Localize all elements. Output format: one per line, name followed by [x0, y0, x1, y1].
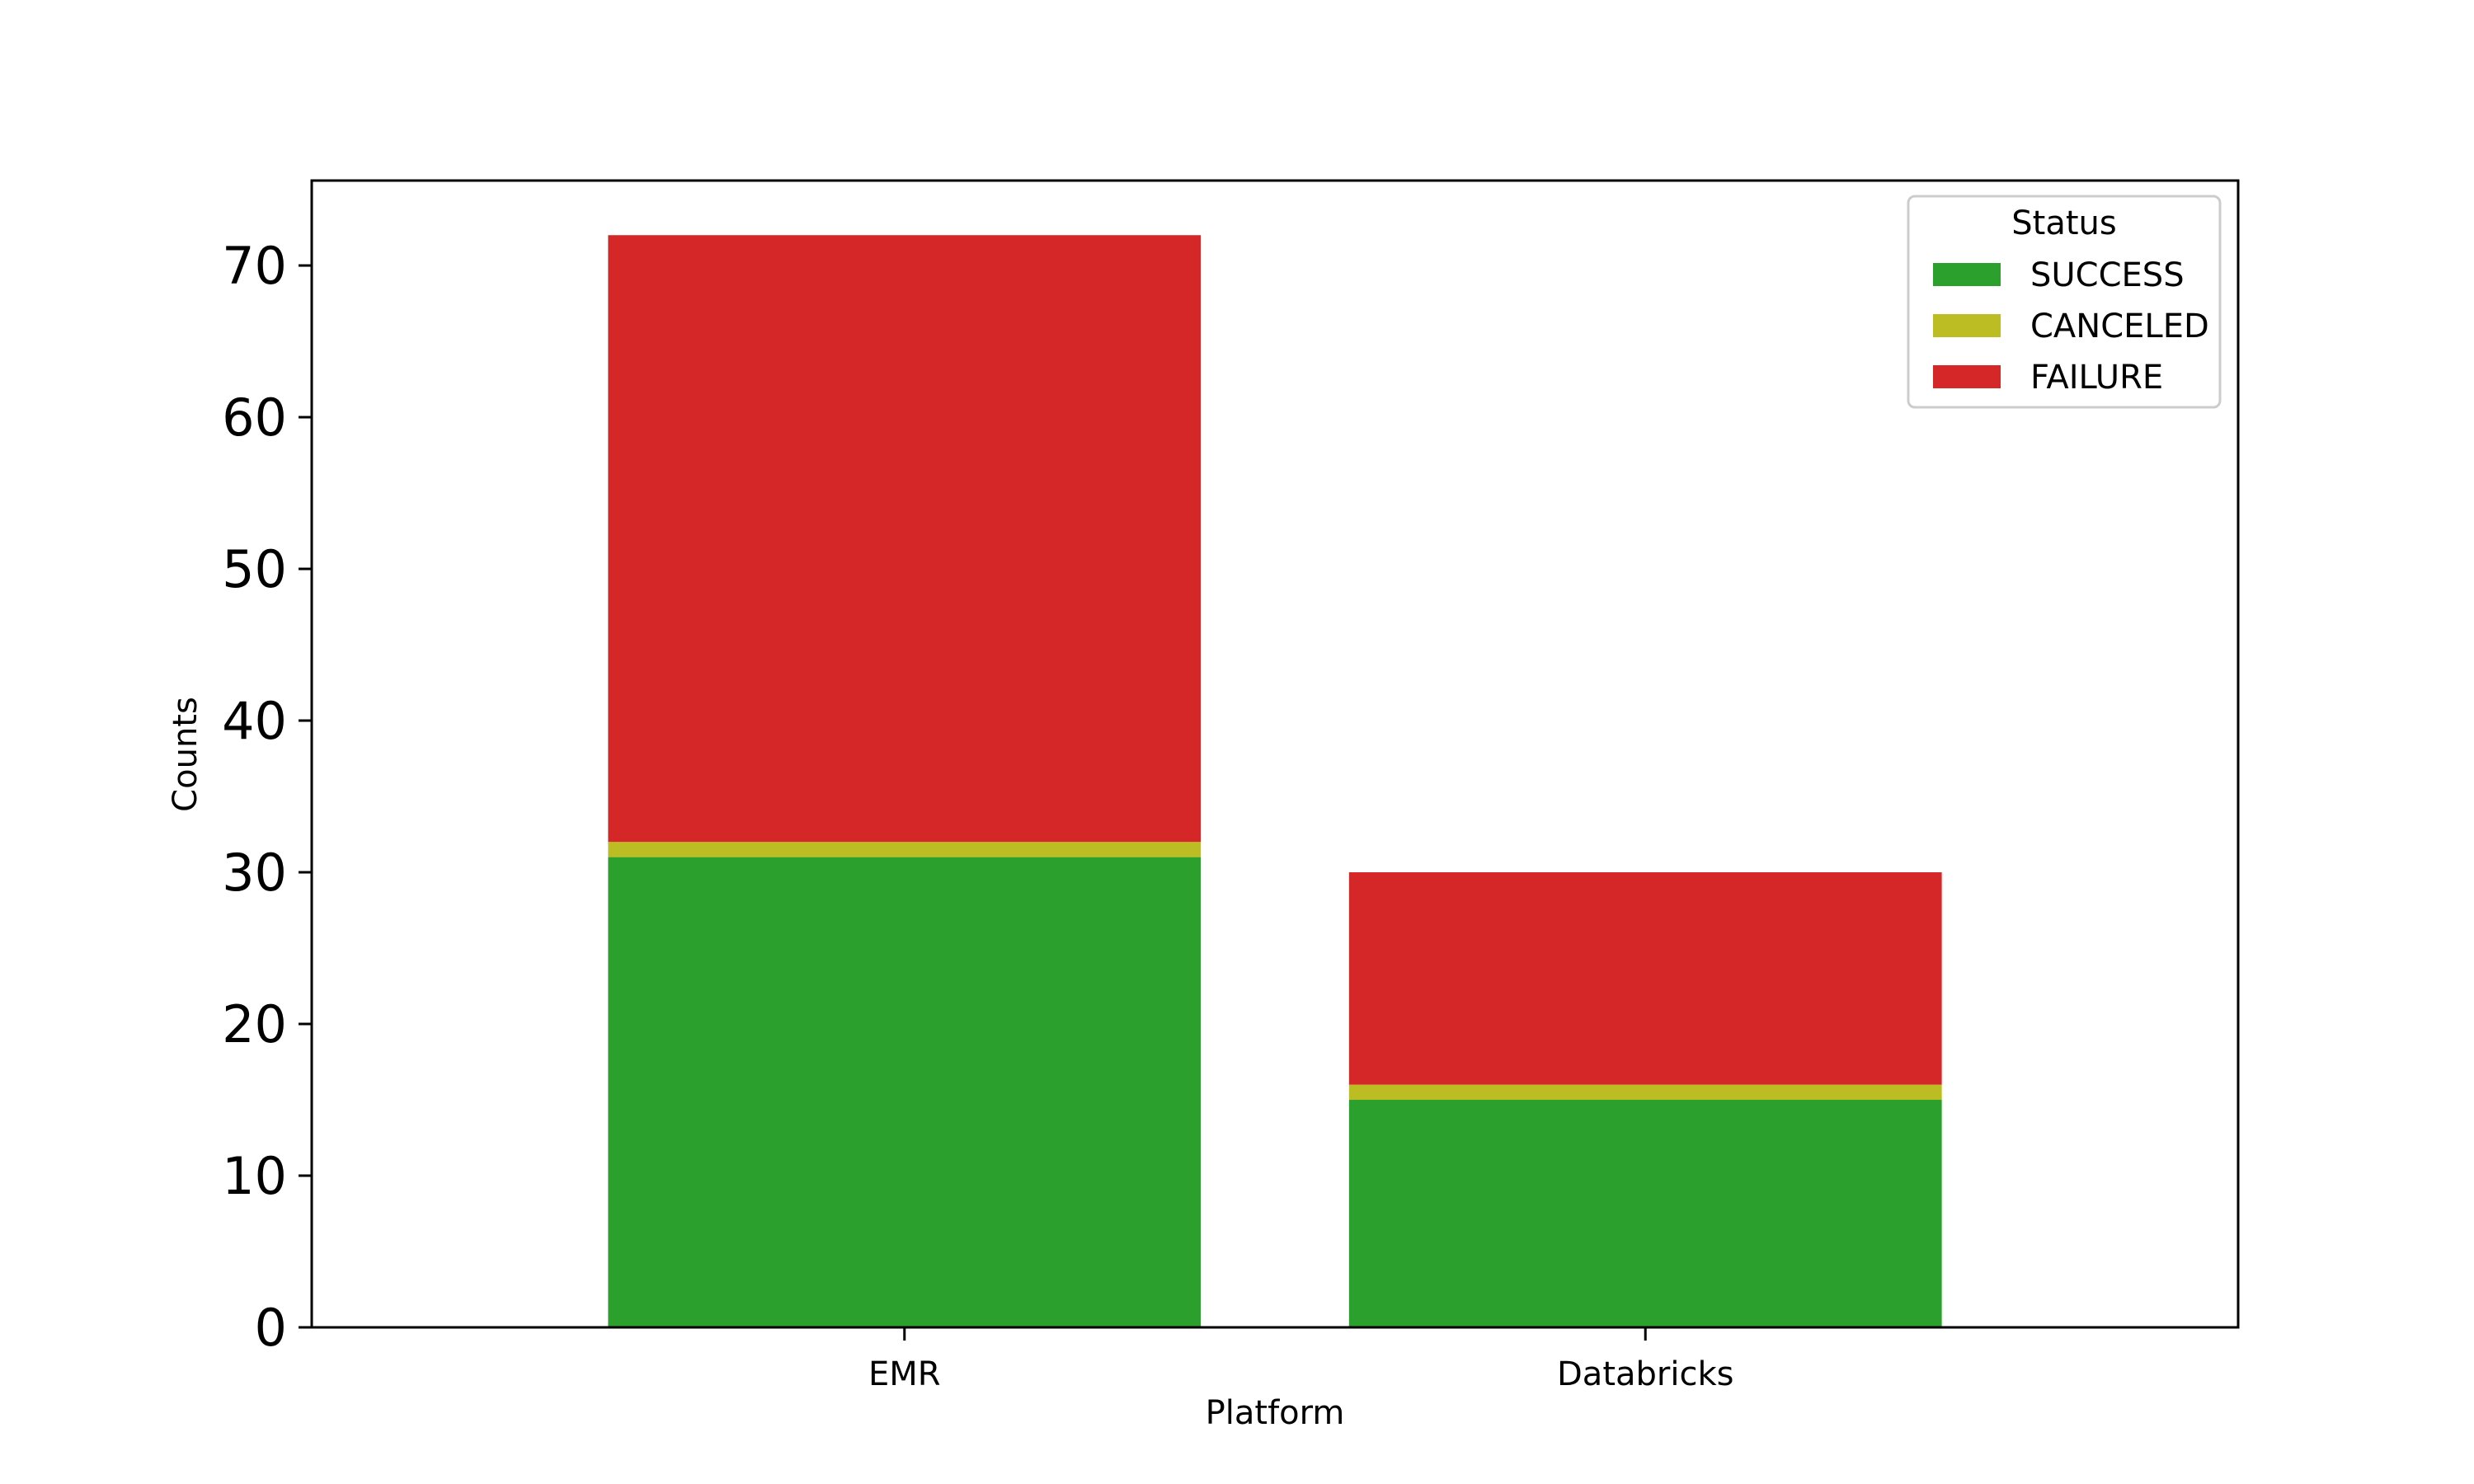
bar-emr-canceled: [608, 842, 1202, 857]
legend-label-failure: FAILURE: [2030, 359, 2163, 397]
legend-title: Status: [2011, 204, 2116, 242]
bar-databricks-failure: [1348, 872, 1942, 1085]
y-tick-label: 70: [222, 236, 287, 296]
legend-swatch-success: [1933, 263, 2001, 286]
bars-layer: [608, 235, 1942, 1327]
y-tick-label: 60: [222, 387, 287, 448]
y-tick-label: 20: [222, 994, 287, 1054]
y-axis: 0 10 20 30 40 50 60 70: [222, 236, 312, 1358]
legend: Status SUCCESS CANCELED FAILURE: [1907, 195, 2222, 409]
legend-label-canceled: CANCELED: [2030, 308, 2209, 345]
bar-databricks-success: [1348, 1100, 1942, 1327]
x-axis-title: Platform: [1206, 1394, 1345, 1432]
x-axis: EMR Databricks: [868, 1327, 1733, 1393]
bar-emr-success: [608, 857, 1202, 1327]
legend-items: SUCCESS CANCELED FAILURE: [1933, 256, 2209, 397]
legend-frame: [1907, 195, 2222, 409]
bar-emr-failure: [608, 235, 1202, 843]
y-tick-label: 0: [255, 1298, 287, 1358]
plot-frame: [310, 179, 2240, 1329]
y-tick-label: 10: [222, 1146, 287, 1206]
y-tick-label: 30: [222, 843, 287, 903]
x-tick-label-databricks: Databricks: [1557, 1355, 1733, 1393]
legend-label-success: SUCCESS: [2030, 256, 2185, 294]
y-tick-label: 50: [222, 539, 287, 599]
legend-swatch-failure: [1933, 365, 2001, 388]
bar-databricks-canceled: [1348, 1084, 1942, 1101]
y-tick-label: 40: [222, 691, 287, 751]
y-axis-title: Counts: [167, 697, 205, 812]
legend-swatch-canceled: [1933, 314, 2001, 337]
x-tick-label-emr: EMR: [868, 1355, 941, 1393]
